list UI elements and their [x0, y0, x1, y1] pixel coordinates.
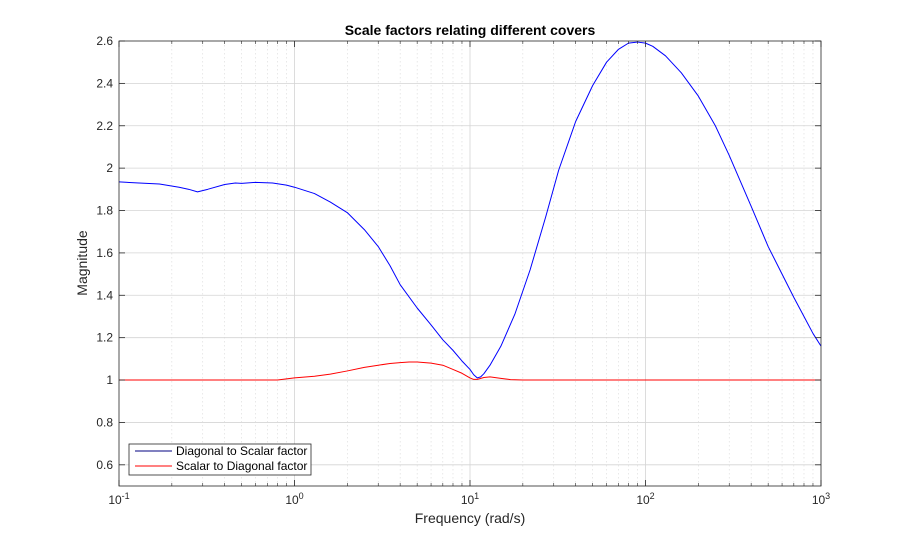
x-tick-label: 103 [812, 491, 830, 507]
y-tick-label: 2.4 [96, 76, 113, 90]
y-tick-label: 1.8 [96, 204, 113, 218]
series-line-scalar-to-diagonal[interactable] [119, 361, 821, 381]
y-tick-label: 1.6 [96, 246, 113, 260]
x-tick-label: 101 [461, 491, 479, 507]
y-axis-label: Magnitude [74, 230, 90, 296]
x-axis-label: Frequency (rad/s) [415, 510, 525, 526]
series-layer [118, 41, 822, 381]
legend-box [128, 443, 312, 476]
legend-label-scalar-to-diagonal: Scalar to Diagonal factor [176, 459, 307, 473]
y-tick-label: 1 [106, 373, 113, 387]
series-line-diagonal-to-scalar[interactable] [118, 41, 822, 379]
x-tick-label: 102 [636, 491, 654, 507]
y-tick-label: 0.6 [96, 458, 113, 472]
x-tick-label: 10-1 [108, 491, 129, 507]
y-tick-label: 2.6 [96, 34, 113, 48]
x-tick-label: 100 [285, 491, 303, 507]
y-tick-label: 0.8 [96, 415, 113, 429]
y-tick-label: 2.2 [96, 119, 113, 133]
y-tick-label: 2 [106, 161, 113, 175]
y-tick-label: 1.4 [96, 288, 113, 302]
legend-label-diagonal-to-scalar: Diagonal to Scalar factor [176, 444, 307, 458]
ticks [118, 40, 822, 486]
x-tick-labels: 10-1 100 101 102 103 [108, 491, 830, 507]
chart-title: Scale factors relating different covers [345, 22, 596, 38]
y-tick-label: 1.2 [96, 331, 113, 345]
legend[interactable]: Diagonal to Scalar factor Scalar to Diag… [128, 443, 312, 476]
y-tick-labels: 0.6 0.8 1 1.2 1.4 1.6 1.8 2 2.2 2.4 2.6 [96, 34, 113, 472]
